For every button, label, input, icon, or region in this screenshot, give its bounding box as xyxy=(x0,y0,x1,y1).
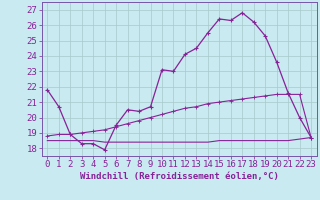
X-axis label: Windchill (Refroidissement éolien,°C): Windchill (Refroidissement éolien,°C) xyxy=(80,172,279,181)
